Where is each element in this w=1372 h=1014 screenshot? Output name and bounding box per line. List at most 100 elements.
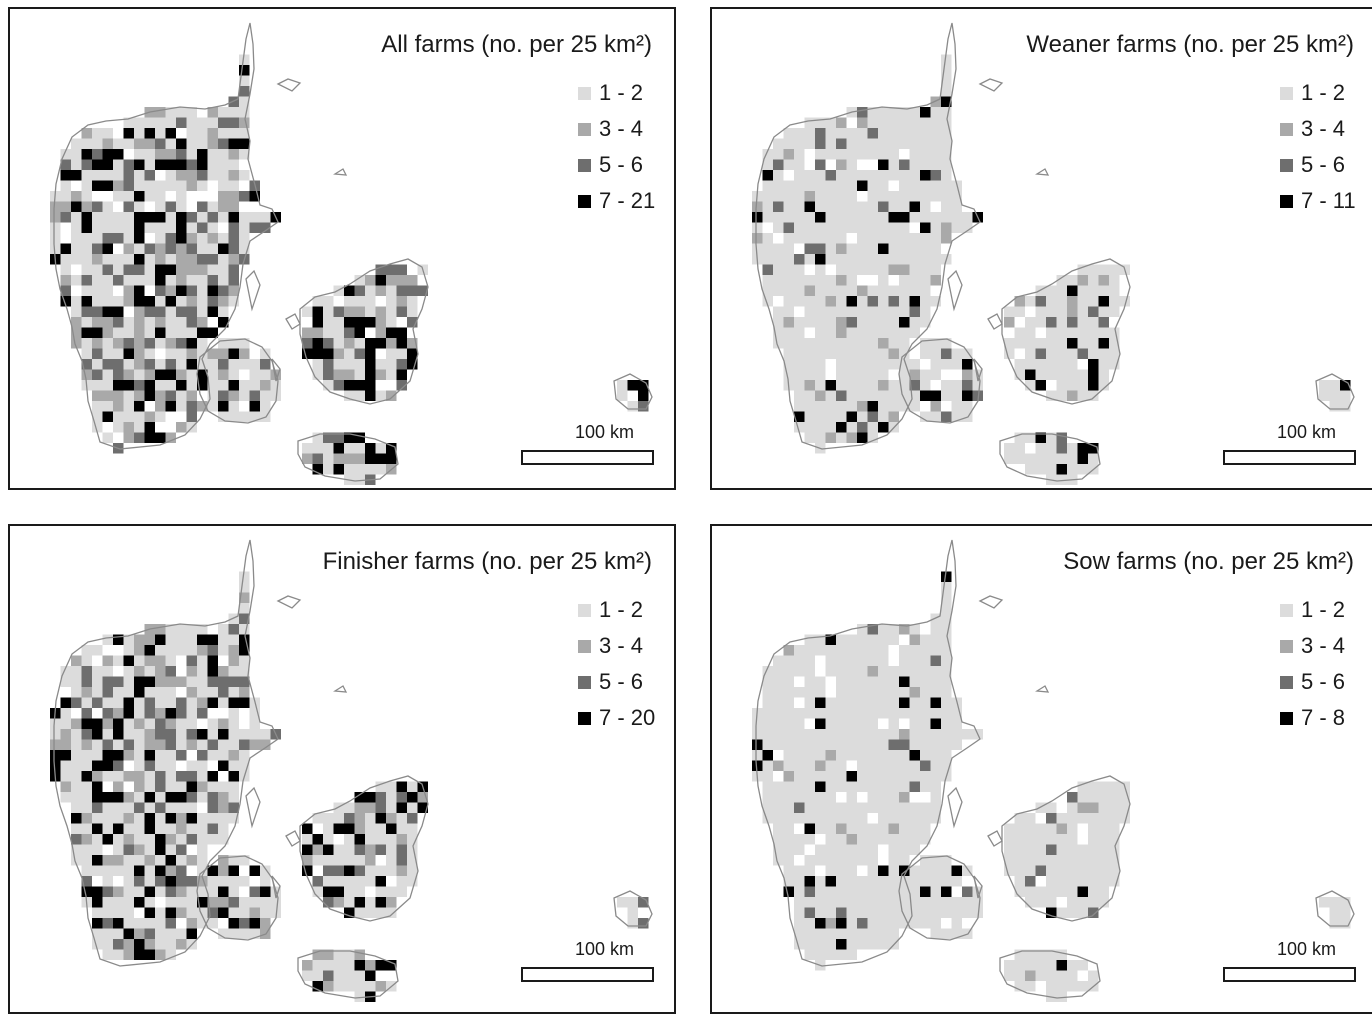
grid-cell [302,855,313,866]
grid-cell [773,697,784,708]
grid-cell [1014,960,1025,971]
grid-cell [113,170,124,181]
grid-cell [1088,338,1099,349]
grid-cell [941,897,952,908]
grid-cell [375,876,386,887]
grid-cell [909,865,920,876]
grid-cell [218,834,229,845]
grid-cell [134,359,145,370]
grid-cell [857,771,868,782]
grid-cell [123,823,134,834]
grid-cell [207,645,218,656]
grid-cell [846,212,857,223]
grid-cell [867,180,878,191]
grid-cell [92,233,103,244]
grid-cell [176,813,187,824]
grid-cell [249,401,260,412]
grid-cell [102,149,113,160]
grid-cell [857,180,868,191]
grid-cell [113,634,124,645]
grid-cell [878,886,889,897]
grid-cell [407,275,418,286]
grid-cell [836,212,847,223]
grid-cell [1098,823,1109,834]
grid-cell [909,401,920,412]
grid-cell [123,813,134,824]
grid-cell [218,117,229,128]
grid-cell [941,149,952,160]
grid-cell [1329,918,1340,929]
grid-cell [804,876,815,887]
grid-cell [270,380,281,391]
grid-cell [197,222,208,233]
grid-cell [134,180,145,191]
grid-cell [836,739,847,750]
grid-cell [888,844,899,855]
grid-cell [207,697,218,708]
grid-cell [81,296,92,307]
grid-cell [1056,823,1067,834]
grid-cell [752,739,763,750]
grid-cell [186,886,197,897]
grid-cell [1046,865,1057,876]
grid-cell [773,317,784,328]
grid-cell [941,86,952,97]
grid-cell [836,886,847,897]
grid-cell [962,222,973,233]
grid-cell [71,813,82,824]
grid-cell [930,760,941,771]
grid-cell [930,729,941,740]
grid-cell [323,464,334,475]
grid-cell [1098,380,1109,391]
grid-cell [804,834,815,845]
grid-cell [81,676,92,687]
grid-cell [804,170,815,181]
grid-cell [218,729,229,740]
grid-cell [1046,390,1057,401]
grid-cell [207,264,218,275]
grid-cell [228,718,239,729]
grid-cell [941,718,952,729]
grid-cell [857,296,868,307]
grid-cell [920,390,931,401]
grid-cell [165,718,176,729]
grid-cell [207,813,218,824]
grid-cell [836,149,847,160]
grid-cell [846,844,857,855]
grid-cell [773,760,784,771]
grid-cell [857,128,868,139]
grid-cell [176,233,187,244]
grid-cell [825,275,836,286]
grid-cell [1025,464,1036,475]
grid-cell [92,369,103,380]
grid-cell [825,254,836,265]
grid-cell [846,634,857,645]
grid-cell [123,876,134,887]
grid-cell [836,771,847,782]
grid-cell [762,750,773,761]
grid-cell [920,729,931,740]
grid-cell [804,918,815,929]
grid-cell [857,243,868,254]
grid-cell [857,718,868,729]
grid-cell [134,191,145,202]
grid-cell [878,823,889,834]
grid-cell [888,264,899,275]
grid-cell [888,138,899,149]
grid-cell [930,781,941,792]
grid-cell [123,750,134,761]
grid-cell [207,739,218,750]
legend-swatch [1280,639,1293,653]
grid-cell [773,844,784,855]
grid-cell [186,634,197,645]
legend-item-class-3: 5 - 6 [1280,664,1364,700]
grid-cell [815,781,826,792]
funen-outline [196,855,279,941]
grid-cell [867,676,878,687]
grid-cell [323,865,334,876]
grid-cell [396,348,407,359]
grid-cell [239,855,250,866]
grid-cell [773,306,784,317]
grid-cell [1098,338,1109,349]
grid-cell [878,865,889,876]
